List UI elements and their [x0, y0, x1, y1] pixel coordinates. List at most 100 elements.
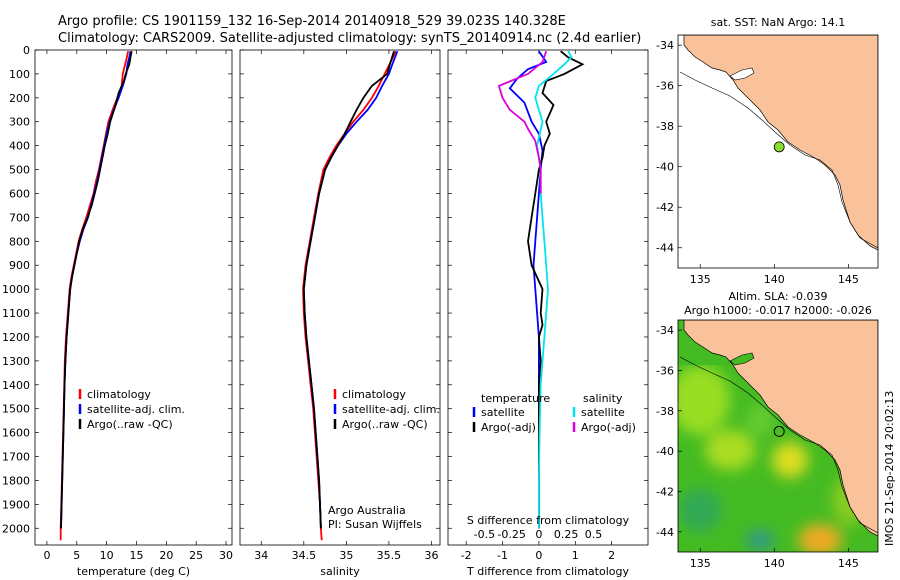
sla-map-xtick-label: 145 — [838, 557, 859, 570]
sla-map-title-1: Altim. SLA: -0.039 — [728, 290, 827, 303]
depth-tick-label: 1100 — [2, 307, 30, 320]
diff-legend-title-salinity: salinity — [583, 392, 623, 405]
temperature-xtick-label: 30 — [219, 549, 233, 562]
diff-s-tick-label: -0.25 — [497, 528, 525, 541]
sst-map-shelf-contour — [679, 71, 878, 249]
sla-map-gulf-island — [729, 352, 755, 366]
temperature-panel: 0100200300400500600700800900100011001200… — [2, 44, 233, 578]
depth-tick-label: 1000 — [2, 283, 30, 296]
depth-tick-label: 1400 — [2, 379, 30, 392]
header-line1: Argo profile: CS 1901159_132 16-Sep-2014… — [58, 14, 566, 29]
salinity-xtick-label: 34.5 — [292, 549, 317, 562]
diff-legend-label-temperature: Argo(-adj) — [481, 421, 536, 434]
salinity-annotation: Argo Australia — [328, 504, 406, 517]
difference-line-s-argo — [497, 50, 548, 194]
difference-xtick-label: 0 — [535, 549, 542, 562]
temperature-xtick-label: 25 — [189, 549, 203, 562]
sst-map-ytick-label: -36 — [656, 80, 674, 93]
sst-map-ytick-label: -38 — [656, 120, 674, 133]
sst-map-float-marker — [773, 141, 785, 153]
depth-tick-label: 400 — [9, 140, 30, 153]
sla-map-shelf-contour — [679, 356, 878, 534]
temperature-legend-label: climatology — [87, 388, 151, 401]
temperature-xtick-label: 5 — [73, 549, 80, 562]
sla-map-axes: 135 140 145 -34 -36 -38 -40 -42 -44 — [656, 324, 859, 570]
diff-s-tick-label: -0.5 — [474, 528, 495, 541]
sst-map-xtick-label: 140 — [764, 273, 785, 286]
difference-line-t-argo — [527, 50, 585, 529]
temperature-xlabel: temperature (deg C) — [77, 565, 190, 578]
sst-map-ytick-label: -44 — [656, 242, 674, 255]
sla-map-ytick-label: -34 — [656, 324, 674, 337]
difference-xtick-label: -1 — [497, 549, 508, 562]
side-timestamp: IMOS 21-Sep-2014 20:02:13 — [883, 391, 896, 546]
salinity-xtick-label: 36 — [424, 549, 438, 562]
sst-map-title: sat. SST: NaN Argo: 14.1 — [711, 16, 845, 29]
diff-s-tick-label: 0 — [535, 528, 542, 541]
temperature-legend-label: satellite-adj. clim. — [87, 403, 185, 416]
salinity-legend-label: satellite-adj. clim. — [342, 403, 440, 416]
difference-xtick-label: -2 — [461, 549, 472, 562]
depth-tick-label: 1600 — [2, 427, 30, 440]
temperature-legend-label: Argo(..raw -QC) — [87, 418, 173, 431]
sla-map-frame — [677, 319, 879, 553]
salinity-xtick-label: 35 — [339, 549, 353, 562]
salinity-legend-label: Argo(..raw -QC) — [342, 418, 428, 431]
salinity-xtick-label: 34 — [254, 549, 268, 562]
sst-map-ytick-label: -40 — [656, 161, 674, 174]
salinity-xtick-label: 35.5 — [377, 549, 402, 562]
depth-tick-label: 1500 — [2, 403, 30, 416]
difference-xtick-label: 2 — [608, 549, 615, 562]
sst-map-frame — [677, 34, 879, 269]
sst-map-gulf-island — [729, 67, 755, 81]
sla-map-float-marker — [773, 425, 785, 437]
sst-map-xtick-label: 135 — [690, 273, 711, 286]
depth-tick-label: 2000 — [2, 522, 30, 535]
depth-tick-label: 1700 — [2, 451, 30, 464]
sla-map-ytick-label: -42 — [656, 485, 674, 498]
temperature-xtick-label: 15 — [129, 549, 143, 562]
difference-line-s-satellite — [534, 50, 573, 529]
depth-tick-label: 1200 — [2, 331, 30, 344]
sla-map-xtick-label: 140 — [764, 557, 785, 570]
sla-map-ytick-label: -36 — [656, 364, 674, 377]
temperature-series — [59, 51, 133, 541]
difference-series — [497, 50, 585, 529]
salinity-panel: 34 34.5 35 35.5 36 salinity climatology satelli… — [239, 49, 441, 578]
salinity-line-argo — [302, 50, 395, 529]
depth-tick-label: 200 — [9, 92, 30, 105]
depth-tick-label: 500 — [9, 164, 30, 177]
diff-s-tick-label: 0.5 — [585, 528, 603, 541]
salinity-series — [302, 50, 399, 541]
depth-tick-label: 100 — [9, 68, 30, 81]
salinity-legend-label: climatology — [342, 388, 406, 401]
header-line2: Climatology: CARS2009. Satellite-adjuste… — [58, 31, 641, 46]
diff-legend-label-temperature: satellite — [481, 406, 525, 419]
salinity-xlabel: salinity — [320, 565, 360, 578]
depth-tick-label: 1800 — [2, 474, 30, 487]
sla-map-ytick-label: -44 — [656, 526, 674, 539]
depth-tick-label: 600 — [9, 187, 30, 200]
depth-tick-label: 800 — [9, 235, 30, 248]
depth-tick-label: 1300 — [2, 355, 30, 368]
sst-map-ytick-label: -42 — [656, 201, 674, 214]
temperature-xtick-label: 10 — [100, 549, 114, 562]
sst-map-axes: 135 140 145 -34 -36 -38 -40 -42 -44 — [656, 39, 859, 286]
temperature-xtick-label: 0 — [43, 549, 50, 562]
sla-map-title-2: Argo h1000: -0.017 h2000: -0.026 — [684, 304, 872, 317]
depth-tick-label: 1900 — [2, 498, 30, 511]
depth-tick-label: 900 — [9, 259, 30, 272]
diff-legend-title-temperature: temperature — [481, 392, 550, 405]
temperature-xtick-label: 20 — [159, 549, 173, 562]
sla-map-xtick-label: 135 — [690, 557, 711, 570]
temperature-line-argo — [60, 51, 133, 529]
depth-tick-label: 0 — [23, 44, 30, 57]
depth-tick-label: 300 — [9, 116, 30, 129]
difference-line-t-satellite — [508, 50, 548, 529]
sst-map-xtick-label: 145 — [838, 273, 859, 286]
sla-map-ytick-label: -38 — [656, 405, 674, 418]
diff-s-axis-label: S difference from climatology — [467, 514, 630, 527]
depth-tick-label: 700 — [9, 211, 30, 224]
sla-map-ytick-label: -40 — [656, 445, 674, 458]
